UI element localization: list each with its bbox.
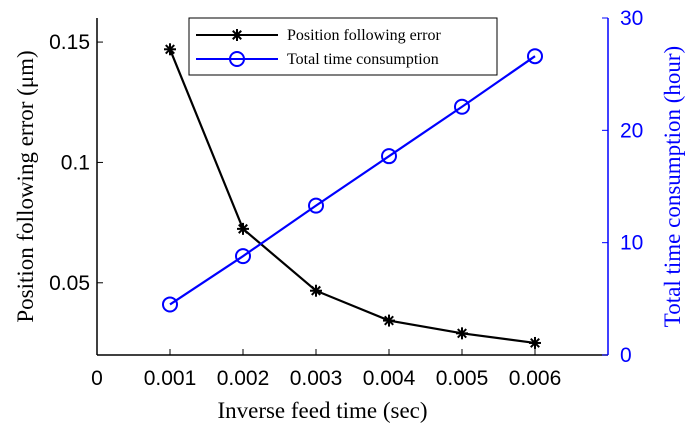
data-point-error: [529, 336, 541, 349]
y-right-tick-label: 10: [620, 232, 643, 255]
circle-marker-icon: [229, 51, 245, 67]
legend-label-time: Total time consumption: [287, 51, 439, 68]
series-line-1: [169, 55, 536, 306]
x-tick-label: 0.005: [436, 367, 489, 390]
y-right-tick-label: 20: [620, 119, 643, 142]
legend: Position following error Total time cons…: [188, 17, 498, 76]
asterisk-marker-icon: [231, 29, 243, 41]
y-left-tick-label: 0.15: [49, 31, 90, 54]
data-point-time: [454, 98, 470, 115]
data-point-time: [235, 248, 251, 265]
y-left-axis-label: Position following error (μm): [13, 50, 38, 322]
x-axis-label: Inverse feed time (sec): [217, 398, 427, 423]
x-tick-label: 0.003: [290, 367, 343, 390]
data-point-time: [308, 197, 324, 214]
data-point-error: [310, 284, 322, 297]
data-point-time: [527, 48, 543, 65]
data-point-time: [381, 148, 397, 165]
y-right-tick-label: 0: [620, 344, 632, 367]
data-point-error: [164, 43, 176, 56]
x-tick-label: 0.004: [363, 367, 416, 390]
data-point-error: [237, 222, 249, 235]
data-point-error: [383, 314, 395, 327]
x-tick-label: 0: [91, 367, 103, 390]
y-right-axis-label: Total time consumption (hour): [660, 46, 685, 327]
x-tick-label: 0.002: [217, 367, 270, 390]
y-left-tick-label: 0.05: [49, 272, 90, 295]
x-tick-label: 0.006: [509, 367, 562, 390]
y-right-tick-label: 30: [620, 7, 643, 30]
series-line-0: [168, 48, 536, 345]
x-tick-label: 0.001: [144, 367, 197, 390]
legend-label-error: Position following error: [287, 27, 441, 44]
y-left-tick-label: 0.1: [61, 151, 90, 174]
data-point-time: [162, 296, 178, 313]
data-point-error: [456, 327, 468, 340]
